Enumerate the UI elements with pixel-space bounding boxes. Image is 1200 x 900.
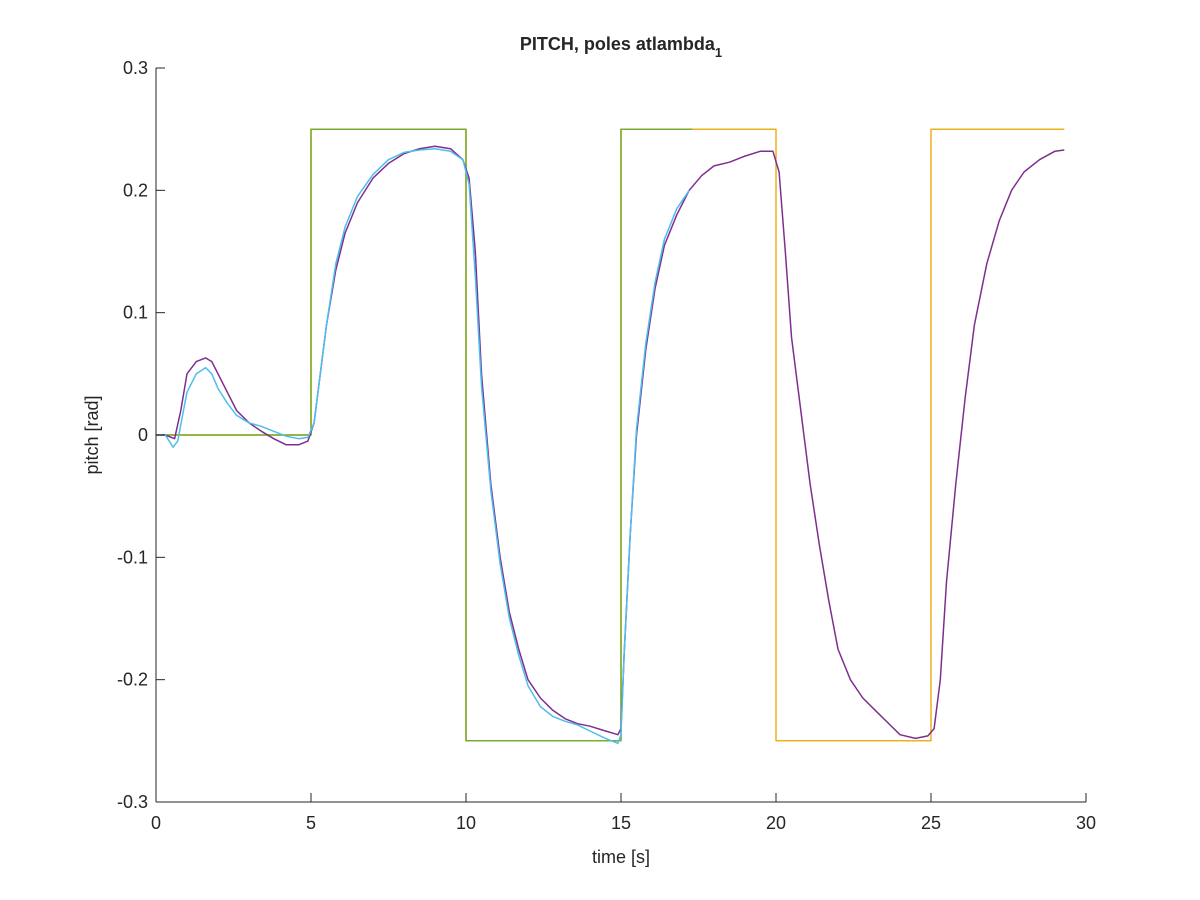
chart-title-subscript: 1 xyxy=(715,45,722,60)
x-tick-label: 15 xyxy=(611,813,631,833)
x-tick-label: 5 xyxy=(306,813,316,833)
y-tick-label: 0 xyxy=(138,425,148,445)
x-tick-label: 10 xyxy=(456,813,476,833)
x-axis-label: time [s] xyxy=(592,847,650,867)
series-line-4 xyxy=(156,147,690,745)
chart-title: PITCH, poles atlambda1 xyxy=(520,34,722,60)
y-tick-label: -0.2 xyxy=(117,670,148,690)
series-layer xyxy=(156,128,1065,745)
series-line-2 xyxy=(156,128,693,742)
x-tick-label: 0 xyxy=(151,813,161,833)
y-tick-label: 0.1 xyxy=(123,303,148,323)
series-line-3 xyxy=(156,145,1065,740)
y-tick-label: 0.3 xyxy=(123,58,148,78)
chart-title-text: PITCH, poles atlambda xyxy=(520,34,716,54)
axes-layer: 0 5 10 15 20 25 30 -0.3 -0.2 -0.1 0 0.1 0.2 0.3 xyxy=(117,58,1096,833)
x-tick-label: 30 xyxy=(1076,813,1096,833)
plot-area: 0 5 10 15 20 25 30 -0.3 -0.2 -0.1 0 0.1 0.2 0.3 xyxy=(117,58,1096,833)
x-tick-label: 20 xyxy=(766,813,786,833)
y-tick-label: 0.2 xyxy=(123,180,148,200)
y-axis-label: pitch [rad] xyxy=(82,395,102,474)
x-tick-label: 25 xyxy=(921,813,941,833)
y-tick-label: -0.1 xyxy=(117,547,148,567)
y-tick-label: -0.3 xyxy=(117,792,148,812)
